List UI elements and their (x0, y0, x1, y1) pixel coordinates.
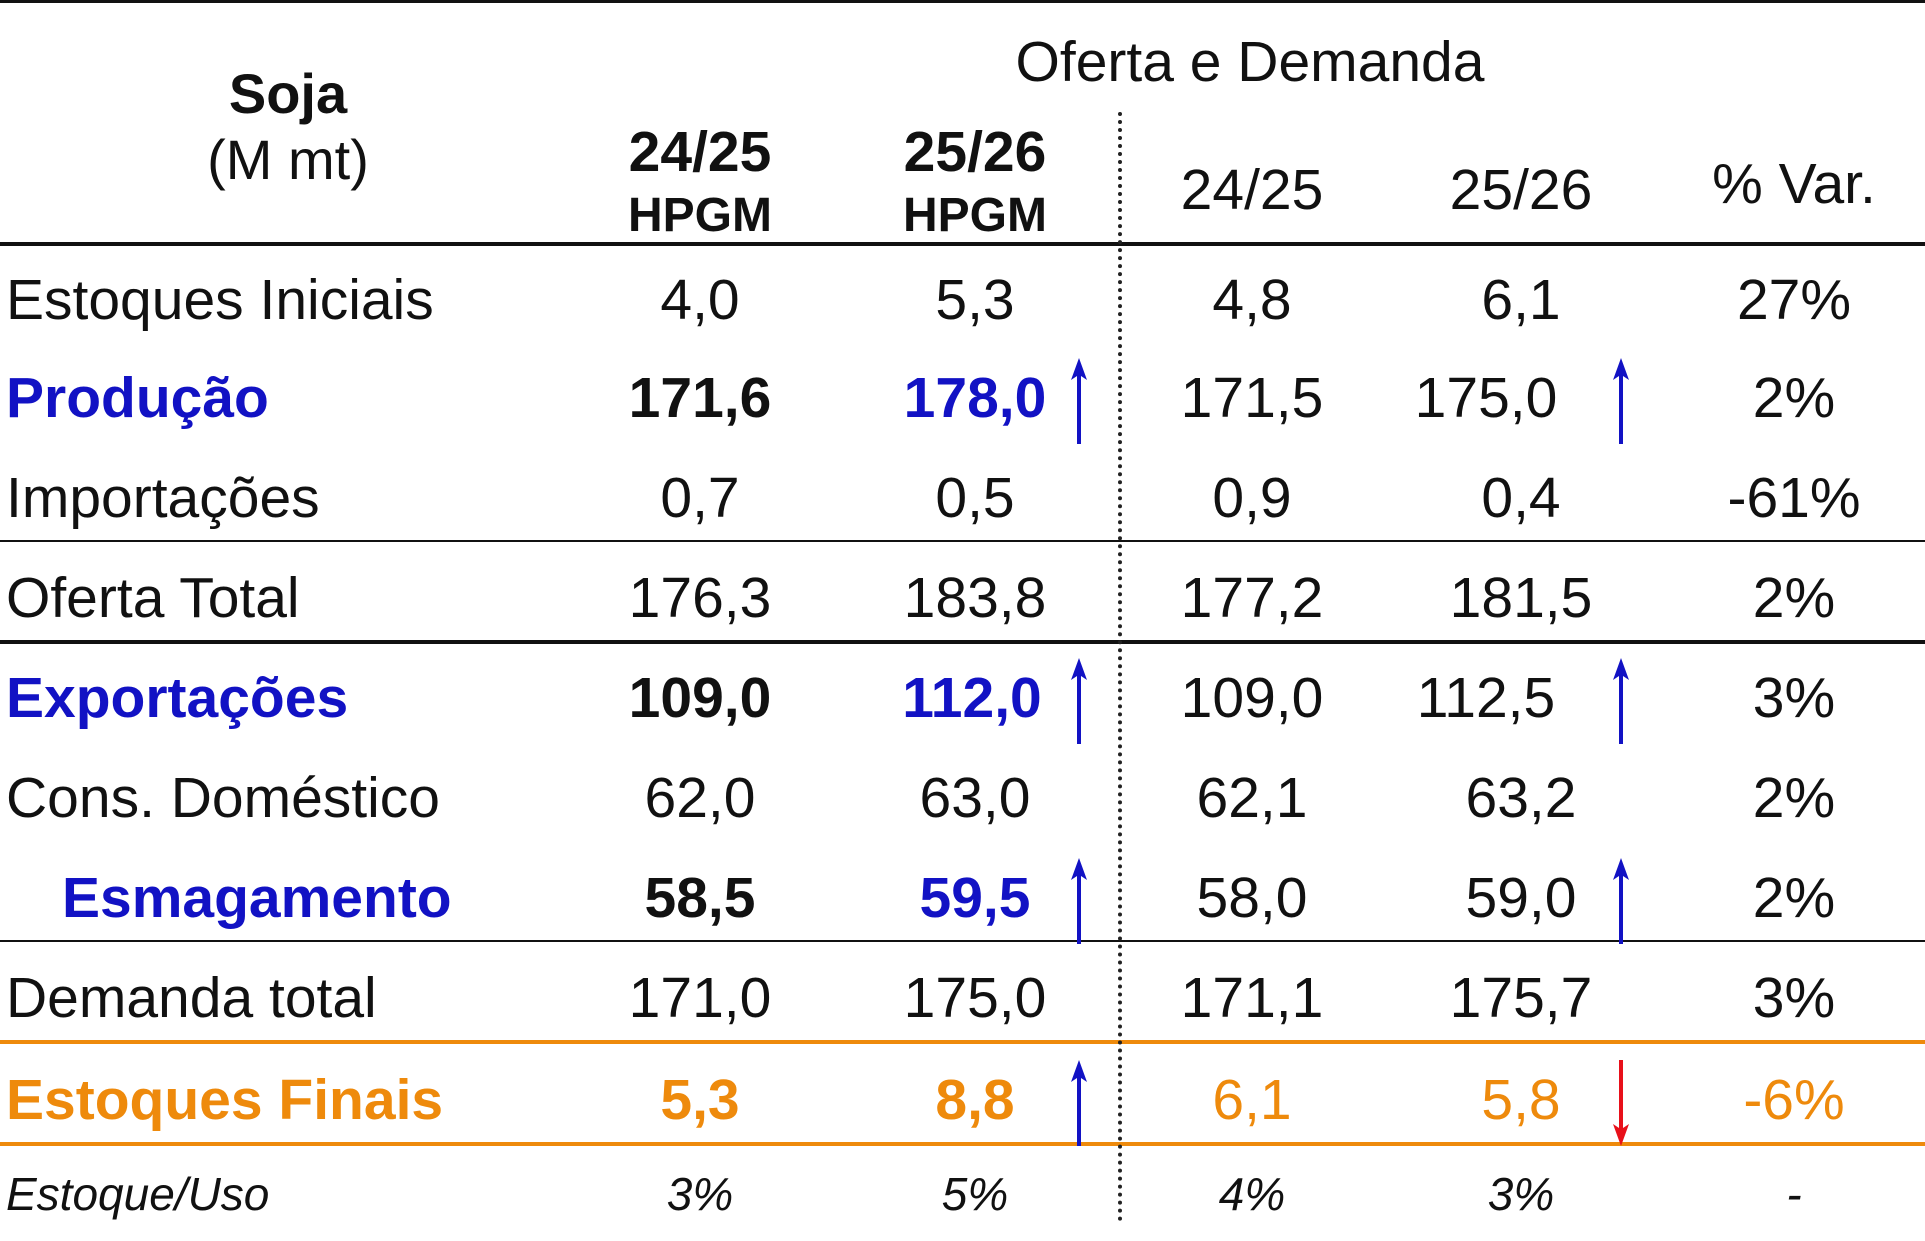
row-label-beginning-stocks: Estoques Iniciais (6, 268, 434, 332)
ending-stocks-top-line (0, 1040, 1925, 1044)
row-label-crushing: Esmagamento (62, 866, 452, 930)
col1-header-source: HPGM (628, 189, 772, 242)
row-separator (0, 540, 1925, 542)
table-cell: 62,0 (644, 766, 756, 830)
col4-header: 25/26 (1449, 158, 1593, 222)
table-cell: 4% (1218, 1168, 1286, 1220)
row-label-production: Produção (6, 366, 269, 430)
group-title: Oferta e Demanda (1015, 30, 1485, 94)
up-arrow-icon (1071, 858, 1087, 944)
up-arrow-icon (1613, 358, 1629, 444)
row-label-ending-stocks: Estoques Finais (6, 1068, 444, 1132)
col2-header-year: 25/26 (903, 120, 1047, 184)
table-cell: 2% (1752, 566, 1836, 630)
table-cell: 63,0 (919, 766, 1031, 830)
table-cell: 171,5 (1180, 366, 1324, 430)
table-cell: 5,3 (660, 1068, 740, 1132)
table-cell: 109,0 (628, 666, 772, 730)
up-arrow-icon (1071, 658, 1087, 744)
table-unit: (M mt) (207, 128, 369, 191)
table-cell: 171,1 (1180, 966, 1324, 1030)
table-cell: 109,0 (1180, 666, 1324, 730)
table-cell: 59,5 (919, 866, 1031, 930)
table-cell: 62,1 (1196, 766, 1308, 830)
table-cell: -61% (1727, 466, 1861, 530)
row-separator (0, 640, 1925, 644)
col2-header-source: HPGM (903, 189, 1047, 242)
table-cell: 59,0 (1465, 866, 1577, 930)
table-cell: 175,7 (1449, 966, 1593, 1030)
table-cell: 2% (1752, 766, 1836, 830)
table-cell: 6,1 (1481, 268, 1561, 332)
table-cell: 171,0 (628, 966, 772, 1030)
table-cell: 5% (941, 1168, 1009, 1220)
table-cell: 3% (666, 1168, 734, 1220)
row-separator (0, 940, 1925, 942)
table-cell: 171,6 (628, 366, 772, 430)
row-label-total-supply: Oferta Total (6, 566, 300, 630)
table-cell: 58,0 (1196, 866, 1308, 930)
row-label-stock-to-use: Estoque/Uso (6, 1168, 270, 1220)
table-cell: 175,0 (903, 966, 1047, 1030)
table-cell: 5,8 (1481, 1068, 1561, 1132)
table-cell: 4,8 (1212, 268, 1292, 332)
table-title: Soja (228, 62, 348, 125)
table-cell: 3% (1752, 966, 1836, 1030)
up-arrow-icon (1613, 858, 1629, 944)
table-cell: -6% (1743, 1068, 1845, 1132)
table-cell: 4,0 (660, 268, 740, 332)
header-separator (0, 242, 1925, 246)
table-cell: 5,3 (935, 268, 1015, 332)
table-cell: 63,2 (1465, 766, 1577, 830)
row-label-total-demand: Demanda total (6, 966, 377, 1030)
table-cell: 0,7 (660, 466, 740, 530)
table-cell: 183,8 (903, 566, 1047, 630)
table-cell: 27% (1736, 268, 1852, 332)
table-cell: 175,0 (1414, 366, 1558, 430)
table-cell: 178,0 (903, 366, 1047, 430)
col5-header: % Var. (1712, 152, 1876, 216)
row-label-exports: Exportações (6, 666, 349, 730)
table-cell: 112,0 (902, 666, 1042, 730)
table-cell: 176,3 (628, 566, 772, 630)
table-cell: 2% (1752, 366, 1836, 430)
table-cell: 8,8 (935, 1068, 1015, 1132)
table-cell: 3% (1487, 1168, 1555, 1220)
col3-header: 24/25 (1180, 158, 1324, 222)
table-top-border (0, 0, 1925, 3)
ending-stocks-bottom-line (0, 1142, 1925, 1146)
table-cell: 3% (1752, 666, 1836, 730)
column-divider (1118, 112, 1122, 1222)
row-label-domestic-consumption: Cons. Doméstico (6, 766, 440, 830)
row-label-imports: Importações (6, 466, 320, 530)
table-cell: 58,5 (644, 866, 756, 930)
table-cell: 2% (1752, 866, 1836, 930)
table-cell: 6,1 (1212, 1068, 1292, 1132)
up-arrow-icon (1071, 1060, 1087, 1146)
up-arrow-icon (1071, 358, 1087, 444)
up-arrow-icon (1613, 658, 1629, 744)
down-arrow-icon (1613, 1060, 1629, 1146)
table-cell: 0,4 (1481, 466, 1561, 530)
table-cell: 177,2 (1180, 566, 1324, 630)
table-cell: 0,9 (1212, 466, 1292, 530)
table-cell: 112,5 (1416, 666, 1556, 730)
table-cell: 181,5 (1449, 566, 1593, 630)
table-cell: - (1786, 1168, 1802, 1220)
table-cell: 0,5 (935, 466, 1015, 530)
col1-header-year: 24/25 (628, 120, 772, 184)
